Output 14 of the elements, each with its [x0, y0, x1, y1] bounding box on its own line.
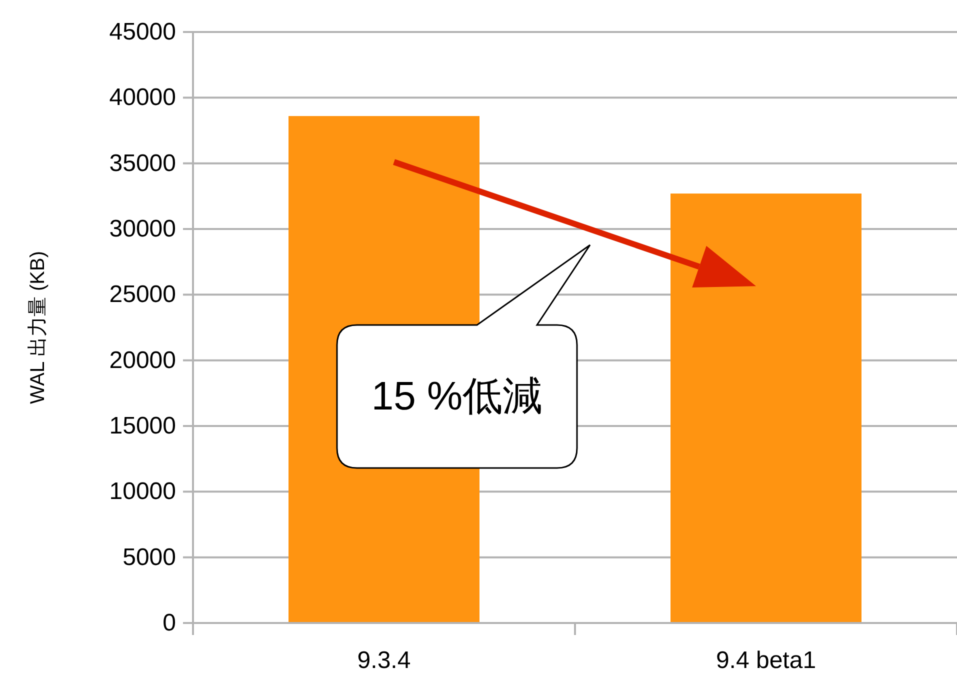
y-tick-label: 0 — [162, 610, 176, 636]
x-tick-label: 9.4 beta1 — [716, 647, 816, 674]
y-tick-label: 5000 — [122, 544, 176, 571]
y-tick-label: 20000 — [109, 346, 176, 374]
x-tick-label: 9.3.4 — [357, 647, 411, 674]
y-tick-label: 40000 — [109, 84, 176, 112]
y-tick-label: 45000 — [109, 18, 176, 46]
y-tick-label: 30000 — [109, 216, 176, 242]
y-tick-label: 35000 — [109, 150, 176, 177]
y-tick-label: 15000 — [109, 412, 176, 440]
y-tick-label: 25000 — [109, 281, 176, 308]
annotation: 15 %低減 — [371, 374, 543, 418]
y-tick-label: 10000 — [109, 478, 176, 506]
y-axis-title: WAL 出力量 (KB) — [27, 251, 49, 404]
